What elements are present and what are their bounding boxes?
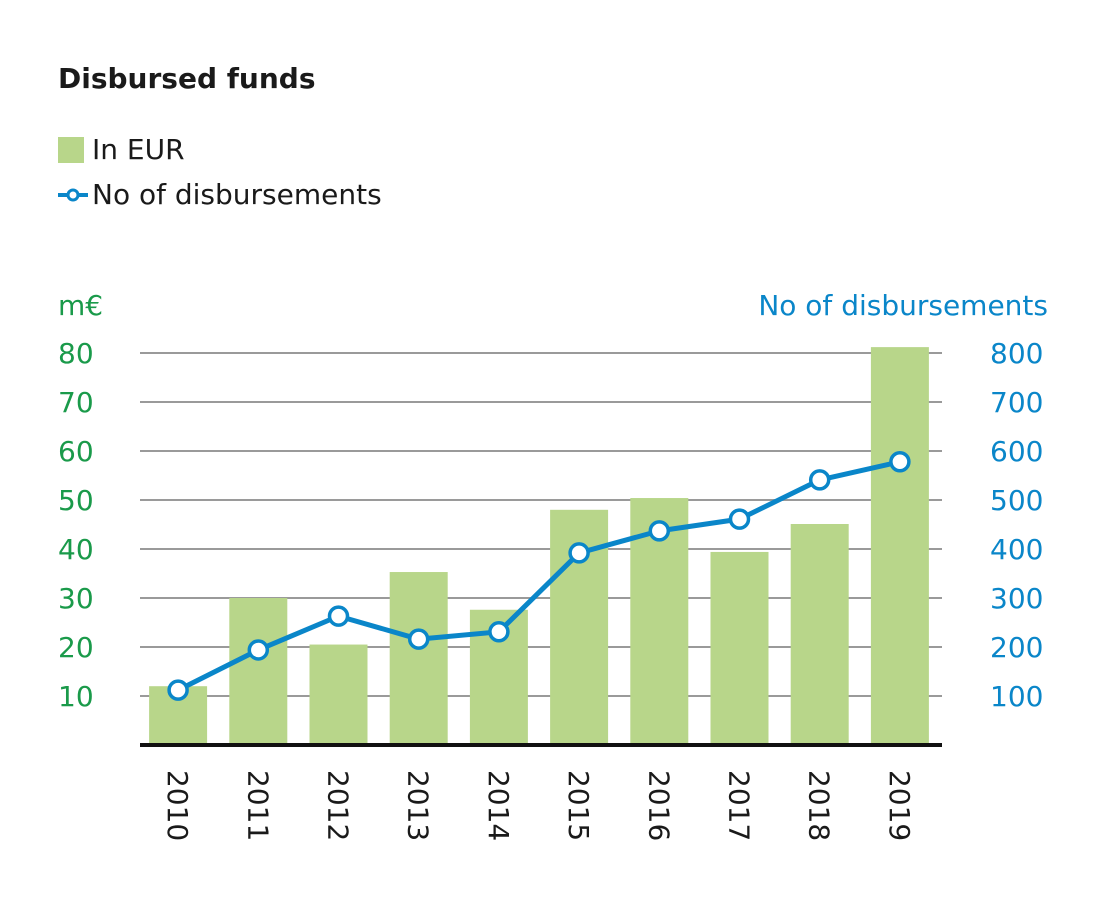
left-tick-label: 10	[58, 680, 94, 713]
legend-label-eur: In EUR	[92, 133, 185, 166]
x-tick-label: 2016	[642, 770, 675, 841]
right-axis-label: No of disbursements	[758, 289, 1048, 322]
point-2012	[327, 605, 350, 627]
right-tick-label: 200	[990, 631, 1043, 664]
legend-swatch-bar	[58, 136, 84, 163]
point-2017	[728, 508, 751, 530]
point-2019	[889, 451, 911, 473]
x-tick-label: 2018	[803, 770, 836, 841]
right-tick-label: 100	[990, 680, 1043, 713]
left-tick-label: 70	[58, 386, 94, 419]
x-tick-label: 2013	[402, 770, 435, 841]
right-tick-label: 700	[990, 386, 1043, 419]
x-tick-label: 2015	[562, 770, 595, 841]
x-tick-label: 2011	[241, 770, 274, 841]
point-2014	[488, 621, 510, 643]
bar-2012	[309, 644, 368, 745]
point-2018	[808, 469, 831, 491]
left-axis-label: m€	[58, 289, 103, 322]
right-tick-label: 800	[990, 337, 1043, 370]
right-tick-label: 500	[990, 484, 1043, 517]
left-tick-label: 50	[58, 484, 94, 517]
x-tick-label: 2017	[723, 770, 756, 841]
legend-line-marker-icon	[58, 188, 88, 201]
left-tick-label: 30	[58, 582, 94, 615]
legend-item-disbursements: No of disbursements	[58, 178, 382, 211]
left-tick-label: 20	[58, 631, 94, 664]
legend-label-disbursements: No of disbursements	[92, 178, 382, 211]
bar-2018	[790, 524, 849, 745]
left-tick-label: 80	[58, 337, 94, 370]
left-tick-label: 60	[58, 435, 94, 468]
point-2016	[648, 520, 671, 542]
chart-title: Disbursed funds	[58, 62, 316, 95]
point-2010	[167, 679, 189, 701]
disbursements-line	[176, 459, 901, 693]
legend-item-eur: In EUR	[58, 133, 185, 166]
bar-2013	[389, 572, 448, 745]
bar-2017	[710, 551, 769, 745]
bar-2019	[870, 347, 929, 745]
left-tick-label: 40	[58, 533, 94, 566]
right-tick-label: 300	[990, 582, 1043, 615]
bar-2011	[229, 598, 288, 745]
right-tick-label: 600	[990, 435, 1043, 468]
x-tick-label: 2012	[322, 770, 355, 841]
x-tick-label: 2014	[482, 770, 515, 841]
point-2015	[568, 542, 590, 564]
x-tick-label: 2010	[161, 770, 194, 841]
right-tick-label: 400	[990, 533, 1043, 566]
point-2011	[247, 639, 270, 661]
x-tick-label: 2019	[883, 770, 916, 841]
point-2013	[407, 628, 430, 650]
